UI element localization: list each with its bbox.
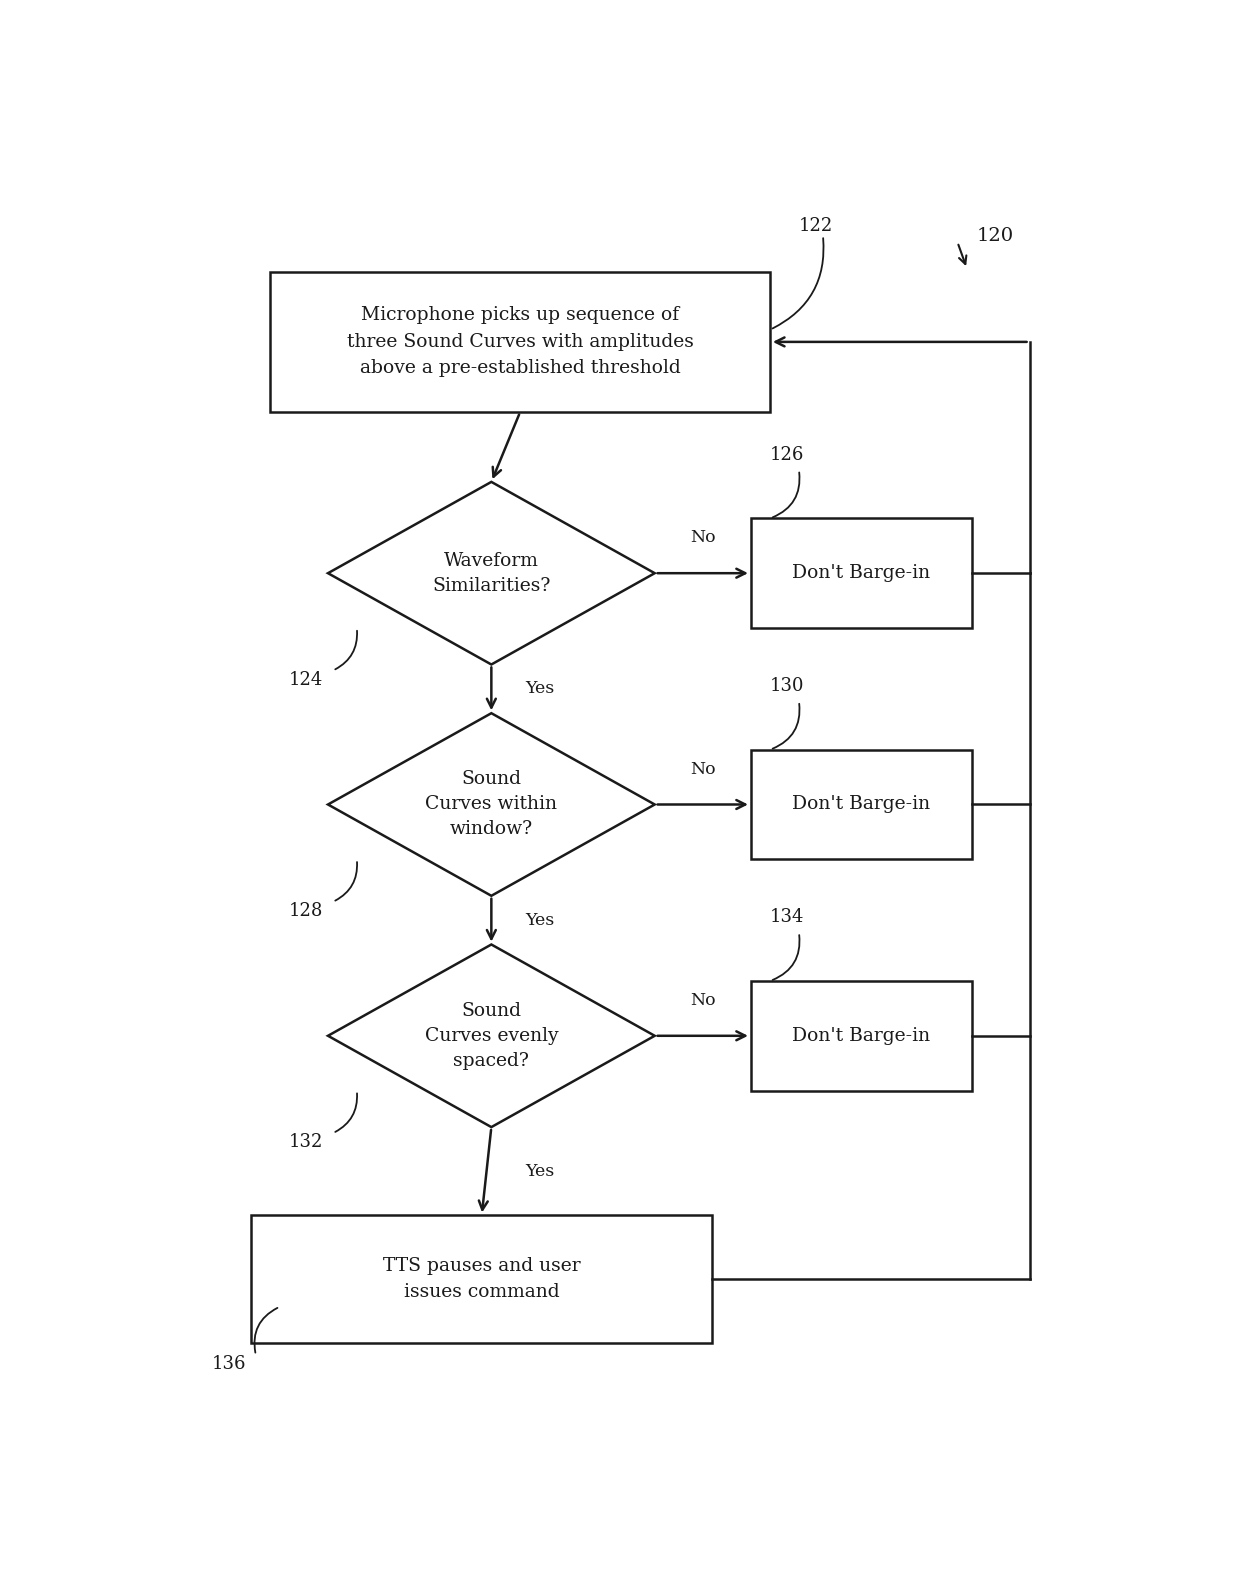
Text: 126: 126: [770, 446, 805, 463]
Text: Don't Barge-in: Don't Barge-in: [792, 564, 930, 582]
Text: 136: 136: [212, 1355, 247, 1374]
Text: No: No: [689, 991, 715, 1009]
Text: Microphone picks up sequence of
three Sound Curves with amplitudes
above a pre-e: Microphone picks up sequence of three So…: [347, 307, 693, 378]
FancyBboxPatch shape: [270, 272, 770, 413]
Text: 130: 130: [770, 677, 805, 696]
Text: TTS pauses and user
issues command: TTS pauses and user issues command: [383, 1257, 580, 1301]
Text: 120: 120: [977, 228, 1014, 245]
Text: Yes: Yes: [525, 912, 554, 928]
Polygon shape: [327, 482, 655, 664]
Text: Sound
Curves evenly
spaced?: Sound Curves evenly spaced?: [424, 1002, 558, 1070]
Polygon shape: [327, 713, 655, 896]
Text: No: No: [689, 530, 715, 547]
Text: Yes: Yes: [525, 1162, 554, 1179]
FancyBboxPatch shape: [751, 749, 972, 860]
Text: Don't Barge-in: Don't Barge-in: [792, 1026, 930, 1045]
Text: Waveform
Similarities?: Waveform Similarities?: [433, 552, 551, 594]
Text: 124: 124: [289, 670, 324, 689]
FancyBboxPatch shape: [751, 980, 972, 1091]
Text: No: No: [689, 760, 715, 778]
Polygon shape: [327, 944, 655, 1127]
Text: 122: 122: [799, 217, 833, 236]
Text: 134: 134: [770, 907, 805, 926]
Text: 128: 128: [289, 901, 324, 920]
Text: Yes: Yes: [525, 680, 554, 697]
Text: Don't Barge-in: Don't Barge-in: [792, 795, 930, 814]
Text: Sound
Curves within
window?: Sound Curves within window?: [425, 770, 557, 838]
Text: 132: 132: [289, 1134, 324, 1151]
FancyBboxPatch shape: [751, 519, 972, 628]
FancyBboxPatch shape: [250, 1216, 713, 1344]
